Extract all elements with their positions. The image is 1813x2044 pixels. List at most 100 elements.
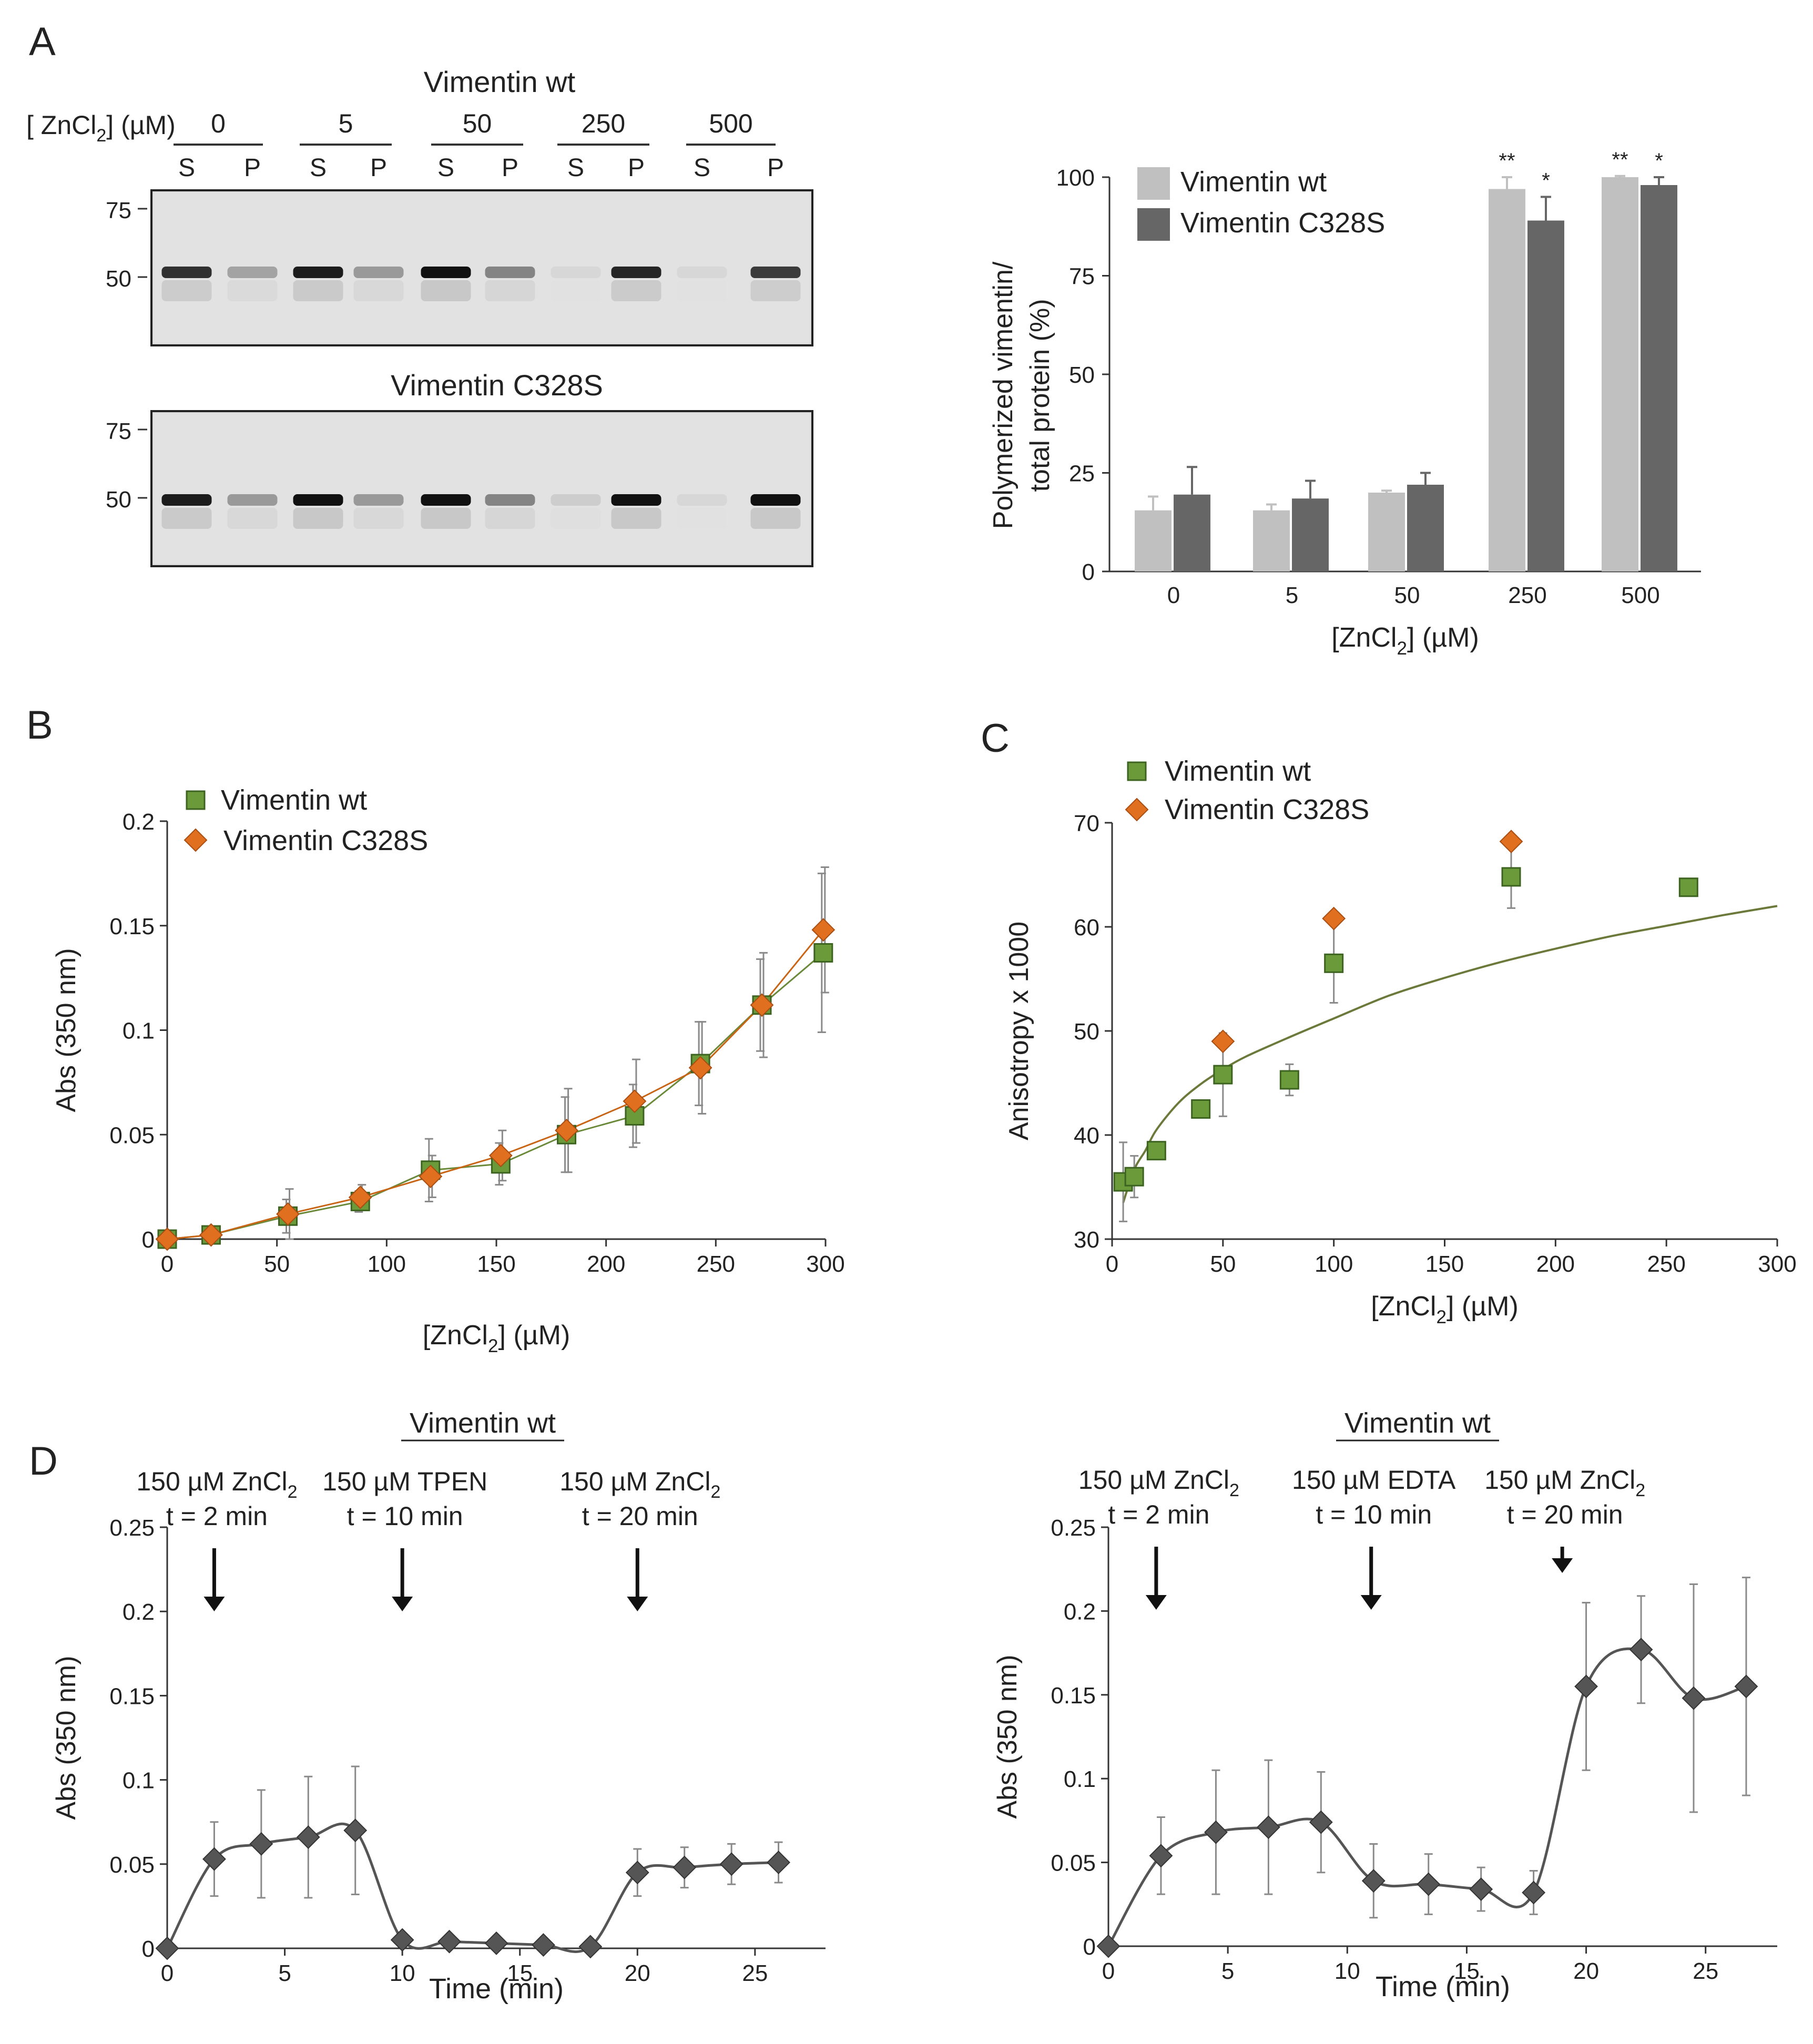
bar-0-1 bbox=[1253, 510, 1290, 571]
dl-arrow-head-1 bbox=[392, 1597, 413, 1611]
b-point-1-6 bbox=[555, 1118, 578, 1142]
bar-y-tick-label-4: 100 bbox=[1056, 165, 1095, 191]
b-x-tick-label-0: 0 bbox=[161, 1251, 174, 1277]
bar-0-0 bbox=[1135, 510, 1172, 571]
gel-wt-smear-0 bbox=[161, 280, 212, 301]
gel-c328s-smear-2 bbox=[293, 508, 343, 529]
gel-fraction-6: S bbox=[567, 154, 584, 182]
bar-x-label-3: 250 bbox=[1508, 582, 1546, 608]
bar-1-2 bbox=[1407, 485, 1444, 571]
gel-c328s-smear-8 bbox=[677, 508, 727, 529]
b-point-1-7 bbox=[623, 1089, 647, 1113]
bar-x-title: [ZnCl2] (µM) bbox=[1331, 622, 1479, 659]
dr-point-2 bbox=[1204, 1820, 1228, 1844]
gel-fraction-7: P bbox=[628, 154, 645, 182]
bar-sig-0-3: ** bbox=[1499, 149, 1515, 172]
b-x-title: [ZnCl2] (µM) bbox=[423, 1320, 571, 1356]
dl-ann-line2-0: t = 2 min bbox=[166, 1501, 268, 1531]
bar-sig-1-3: * bbox=[1542, 169, 1550, 192]
c-point-0-1 bbox=[1124, 1167, 1144, 1187]
dr-arrow-head-0 bbox=[1145, 1595, 1167, 1610]
dr-point-6 bbox=[1417, 1872, 1441, 1896]
dr-x-tick-label-3: 15 bbox=[1454, 1958, 1480, 1984]
gel-c328s-background bbox=[154, 413, 810, 564]
c-point-0-4 bbox=[1213, 1065, 1233, 1085]
b-y-tick-label-4: 0.2 bbox=[123, 809, 155, 835]
bar-1-1 bbox=[1292, 498, 1329, 571]
dl-ann-line1-0: 150 µM ZnCl2 bbox=[136, 1467, 297, 1502]
c-point-0-5 bbox=[1279, 1070, 1299, 1090]
dr-ann-line1-2: 150 µM ZnCl2 bbox=[1484, 1465, 1645, 1500]
line-chart-abs-vs-zn: 0 0.05 0.1 0.15 0.2 0 50 100 150 200 250 300 Abs (35… bbox=[51, 784, 845, 1356]
panel-label-d: D bbox=[29, 1439, 58, 1484]
dl-ann-line1-2: 150 µM ZnCl2 bbox=[559, 1467, 720, 1502]
dr-point-0 bbox=[1096, 1934, 1121, 1958]
scatter-chart-anisotropy: 30 40 50 60 70 0 50 100 150 200 250 300 Anisotropy x… bbox=[1004, 755, 1797, 1327]
bar-0-4 bbox=[1602, 177, 1638, 571]
gel-wt-smear-7 bbox=[611, 280, 661, 301]
c-point-0-2 bbox=[1146, 1141, 1166, 1161]
gel-wt-smear-1 bbox=[227, 280, 278, 301]
c-point-0-6 bbox=[1324, 953, 1344, 973]
gel-wt-smear-6 bbox=[551, 280, 601, 301]
gel-c328s-smear-0 bbox=[161, 508, 212, 529]
dl-x-tick-label-1: 5 bbox=[278, 1960, 291, 1986]
dl-arrow-head-0 bbox=[203, 1597, 225, 1611]
b-legend-label-1: Vimentin C328S bbox=[223, 825, 428, 856]
b-x-tick-label-6: 300 bbox=[806, 1251, 844, 1277]
dl-point-9 bbox=[578, 1935, 603, 1959]
gel-wt-band-5 bbox=[485, 267, 535, 278]
bar-x-label-4: 500 bbox=[1621, 582, 1659, 608]
c-x-tick-label-0: 0 bbox=[1106, 1251, 1118, 1277]
b-x-tick-label-4: 200 bbox=[587, 1251, 625, 1277]
gel-wt-marker-75: 75 bbox=[106, 198, 131, 223]
gel-fraction-5: P bbox=[502, 154, 518, 182]
dr-x-tick-label-5: 25 bbox=[1693, 1958, 1718, 1984]
dl-point-13 bbox=[767, 1851, 790, 1875]
b-point-1-1 bbox=[199, 1223, 223, 1247]
gel-c328s-smear-5 bbox=[485, 508, 535, 529]
gel-conc-4: 500 bbox=[709, 109, 752, 138]
gel-lane-headers: 0 5 50 250 500 S P S P S P S P S P bbox=[174, 109, 784, 182]
b-point-1-0 bbox=[155, 1227, 179, 1251]
c-x-tick-label-5: 250 bbox=[1647, 1251, 1685, 1277]
c-point-1-1 bbox=[1322, 906, 1346, 931]
dl-y-tick-label-1: 0.05 bbox=[109, 1852, 155, 1878]
c-point-0-8 bbox=[1678, 877, 1698, 897]
gel-wt-band-8 bbox=[677, 267, 727, 278]
gel-c328s-smear-7 bbox=[611, 508, 661, 529]
gel-c328s-band-7 bbox=[611, 494, 661, 506]
b-point-1-10 bbox=[811, 918, 836, 942]
gel-wt-band-4 bbox=[421, 267, 471, 278]
bar-y-title-1: Polymerized vimentin/ bbox=[988, 261, 1018, 529]
bar-sig-1-4: * bbox=[1655, 149, 1663, 172]
gel-conc-label: [ ZnCl2] (µM) bbox=[26, 110, 176, 146]
gel-c328s-band-4 bbox=[421, 494, 471, 506]
b-point-1-8 bbox=[688, 1056, 712, 1080]
dr-point-3 bbox=[1256, 1815, 1280, 1839]
gel-fraction-9: P bbox=[767, 154, 784, 182]
c-legend-swatch-1 bbox=[1125, 798, 1149, 822]
b-point-1-5 bbox=[488, 1143, 513, 1168]
gel-fraction-0: S bbox=[178, 154, 195, 182]
dr-point-1 bbox=[1149, 1844, 1173, 1868]
panel-label-b: B bbox=[26, 703, 53, 748]
b-legend-swatch-0 bbox=[186, 790, 206, 810]
bar-y-tick-label-0: 0 bbox=[1082, 559, 1095, 585]
gel-c328s-band-0 bbox=[161, 494, 212, 506]
b-point-1-3 bbox=[348, 1185, 372, 1209]
bar-0-2 bbox=[1368, 493, 1405, 571]
b-y-title: Abs (350 nm) bbox=[51, 948, 82, 1112]
gel-c328s-marker-50: 50 bbox=[106, 487, 131, 513]
dl-title: Vimentin wt bbox=[410, 1407, 556, 1439]
dl-x-title: Time (min) bbox=[429, 1973, 564, 2005]
dl-point-0 bbox=[155, 1936, 179, 1960]
dl-x-tick-label-2: 10 bbox=[390, 1960, 415, 1986]
dr-point-4 bbox=[1309, 1810, 1333, 1834]
dl-point-11 bbox=[673, 1855, 697, 1879]
b-legend-swatch-1 bbox=[184, 828, 208, 852]
c-legend-label-0: Vimentin wt bbox=[1165, 755, 1311, 787]
b-x-tick-label-1: 50 bbox=[264, 1251, 290, 1277]
